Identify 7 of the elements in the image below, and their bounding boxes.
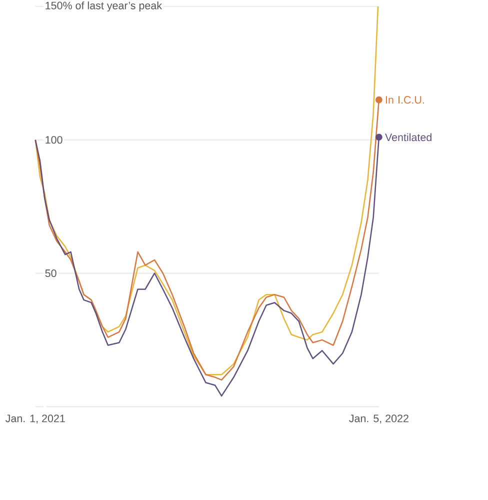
series-label: Ventilated <box>385 133 432 142</box>
x-tick-label: Jan. 1, 2021 <box>6 414 65 424</box>
y-tick-label: 100 <box>46 136 62 144</box>
y-tick-label: 150% of last year’s peak <box>46 1 162 12</box>
y-tick-label: 50 <box>45 269 56 278</box>
x-tick-label: Jan. 5, 2022 <box>349 414 408 424</box>
series-label: In I.C.U. <box>386 96 424 104</box>
